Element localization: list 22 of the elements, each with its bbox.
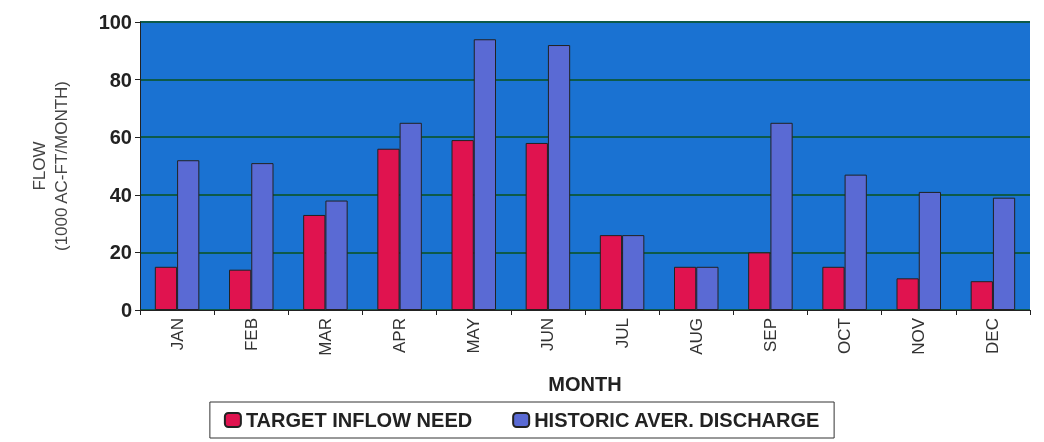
x-tick-label: MAR <box>315 318 335 356</box>
x-tick-label: JAN <box>167 318 187 351</box>
y-tick-label: 40 <box>109 183 132 206</box>
x-tick-label: DEC <box>983 318 1003 354</box>
x-tick-label: AUG <box>686 318 706 355</box>
x-tick-label: MAY <box>464 318 484 354</box>
y-axis-title: FLOW (1000 AC-FT/MONTH) <box>29 80 71 252</box>
y-tick-label: 0 <box>120 299 132 321</box>
x-tick-label: NOV <box>909 317 929 355</box>
x-tick-label: JUN <box>538 318 558 352</box>
y-tick-label: 100 <box>98 11 132 33</box>
x-tick-label: OCT <box>835 318 855 354</box>
x-tick-label: JUL <box>612 318 632 349</box>
x-tick-label: SEP <box>760 318 780 353</box>
legend-label: TARGET INFLOW NEED <box>245 409 473 431</box>
legend-label: HISTORIC AVER. DISCHARGE <box>534 409 820 431</box>
x-axis-title: MONTH <box>548 373 622 395</box>
y-tick-label: 60 <box>109 126 132 149</box>
x-tick-label: FEB <box>241 318 261 352</box>
x-tick-label: APR <box>390 318 410 353</box>
y-tick-label: 20 <box>109 241 132 264</box>
y-tick-label: 80 <box>109 68 132 91</box>
